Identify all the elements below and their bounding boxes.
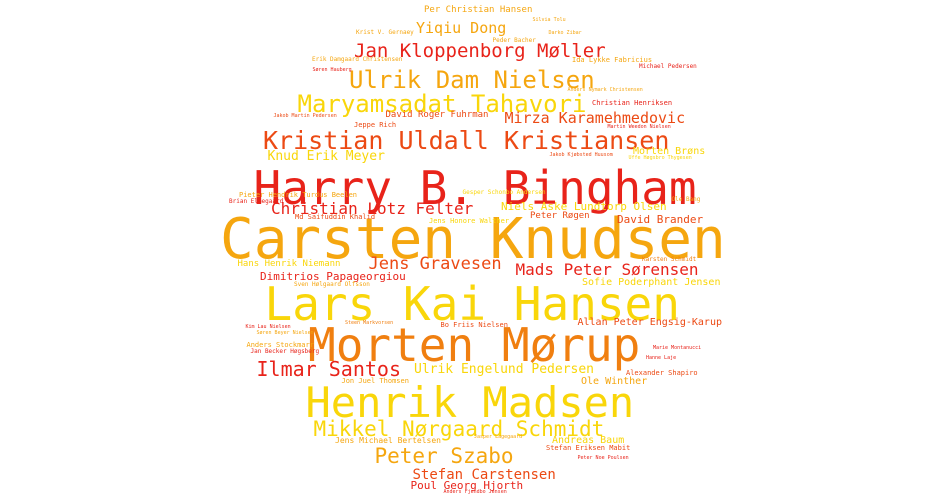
cloud-word: Martin Weedon Nielsen xyxy=(607,123,671,130)
cloud-word: Peter Røgen xyxy=(530,210,590,221)
cloud-word: Gesper Schonbo Andersen xyxy=(462,189,546,196)
cloud-word: Anders Nymark Christensen xyxy=(567,86,643,93)
cloud-word: Mikkel Nørgaard Schmidt xyxy=(313,416,605,441)
cloud-word: Morten Brøns xyxy=(633,146,706,157)
cloud-word: Md Saifuddin Khalid xyxy=(295,212,376,221)
cloud-word: Mirza Karamehmedovic xyxy=(504,108,686,127)
cloud-word: Niels Aske Lundtorp Olsen xyxy=(501,199,667,213)
cloud-word: Morten Mørup xyxy=(308,318,641,372)
cloud-word: Alexander Shapiro xyxy=(626,368,698,377)
cloud-word: Jon Juel Thomsen xyxy=(341,376,409,385)
cloud-word: David Brander xyxy=(617,212,704,226)
cloud-word: Mads Peter Sørensen xyxy=(515,260,699,279)
cloud-word: Hans Henrik Niemann xyxy=(237,258,341,269)
cloud-word: Anders Stockmarr xyxy=(246,340,314,349)
cloud-word: Peder Bacher xyxy=(492,37,536,44)
cloud-word: Ida Lykke Fabricius xyxy=(572,55,653,64)
cloud-word: Silvia Tolu xyxy=(532,16,566,23)
cloud-word: David Roger Fuhrman xyxy=(385,109,489,120)
cloud-word: Jens Michael Bertelsen xyxy=(335,436,441,445)
cloud-word: Erik Damgaard Christensen xyxy=(312,56,403,63)
cloud-word: Hanne Laje xyxy=(646,354,677,361)
cloud-word: Stefan Eriksen Mabit xyxy=(546,443,631,452)
cloud-word: Dimitrios Papageorgiou xyxy=(260,269,406,283)
cloud-word: Per Christian Hansen xyxy=(424,4,533,15)
cloud-word: Knud Erik Meyer xyxy=(267,148,385,164)
cloud-word: Jakob Martin Pedersen xyxy=(273,112,337,119)
cloud-word: Sofie Poderphant Jensen xyxy=(582,277,721,288)
cloud-word: Jasper Lagegaard xyxy=(474,433,523,440)
cloud-word: Lars Kai Hansen xyxy=(264,277,680,331)
cloud-word: Jens Honore Walther xyxy=(429,216,510,225)
cloud-word: Uffe Høgsbro Thygesen xyxy=(628,154,692,161)
cloud-word: Henrik Madsen xyxy=(305,378,635,427)
cloud-word: Søren Beyer Nielsen xyxy=(256,329,314,336)
cloud-word: Ilmar Santos xyxy=(256,357,402,381)
cloud-word: Jakob Kjøbsted Huusom xyxy=(549,151,613,158)
cloud-word: Jan Kloppenborg Møller xyxy=(354,39,606,62)
cloud-word: Steen Markvorsen xyxy=(345,319,394,326)
cloud-word: Ulrik Dam Nielsen xyxy=(349,66,595,94)
cloud-word: Andreas Baum xyxy=(552,435,625,446)
cloud-word: Ulrik Engelund Pedersen xyxy=(414,361,595,377)
cloud-word: Krist V. Gernaey xyxy=(356,29,414,36)
cloud-word: Yiqiu Dong xyxy=(416,18,507,37)
cloud-word: Brian Elmegaard xyxy=(229,198,284,205)
cloud-word: Kristian Uldall Kristiansen xyxy=(263,125,670,155)
cloud-word: Sven Hølgaard Olfsson xyxy=(294,281,370,288)
cloud-word: Darko Zibar xyxy=(548,29,582,36)
cloud-word: Karsten Schmidt xyxy=(642,256,697,263)
cloud-word: Peter Noe Poulsen xyxy=(577,454,629,461)
cloud-word: Anders Fjendbo Jensen xyxy=(443,488,507,495)
cloud-word: Allan Peter Engsig-Karup xyxy=(577,317,723,328)
cloud-word: Harry B. Bingham xyxy=(253,161,697,215)
cloud-word: Jeppe Rich xyxy=(354,120,397,129)
cloud-word: Ole Bang xyxy=(671,196,701,203)
cloud-word: Pieter Hendrik Turdus Beelen xyxy=(239,190,358,199)
cloud-word: Marie Montanucci xyxy=(653,344,702,351)
cloud-word: Bo Friis Nielsen xyxy=(440,320,508,329)
cloud-word: Michael Pedersen xyxy=(639,63,697,70)
cloud-word: Kim Lau Nielsen xyxy=(245,323,291,330)
cloud-word: Ole Winther xyxy=(581,376,648,387)
cloud-word: Peter Szabo xyxy=(374,443,514,468)
cloud-word: Maryamsadat Tahavori xyxy=(297,90,587,118)
cloud-word: Stefan Carstensen xyxy=(412,467,556,483)
cloud-word: Poul Georg Hjorth xyxy=(410,478,524,492)
cloud-word: Carsten Knudsen xyxy=(220,207,726,272)
cloud-word: Christian Lotz Felter xyxy=(271,199,474,218)
cloud-word: Søren Hauberg xyxy=(312,66,352,73)
cloud-word: Jan Becker Høgsberg xyxy=(250,348,320,355)
cloud-word: Christian Henriksen xyxy=(592,98,673,107)
cloud-word: Jens Gravesen xyxy=(368,253,502,274)
